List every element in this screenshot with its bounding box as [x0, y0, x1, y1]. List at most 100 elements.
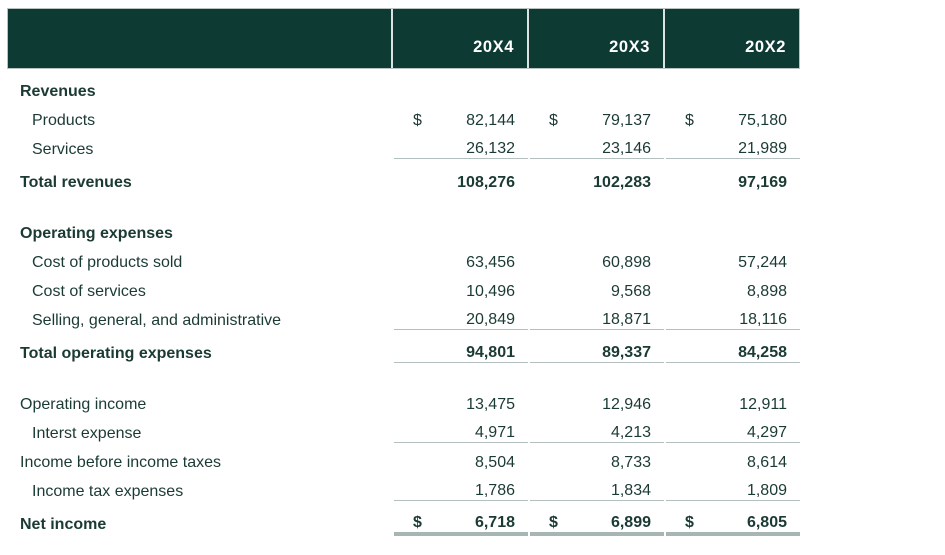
table-row: Selling, general, and administrative 20,8… — [7, 306, 800, 335]
row-spacer — [7, 197, 800, 219]
value-cell: 8,614 — [666, 454, 800, 472]
table-row: Revenues — [7, 77, 800, 106]
table-row: Income before income taxes 8,504 8,733 8,61… — [7, 448, 800, 477]
row-label: Products — [32, 111, 96, 129]
table-row: Total operating expenses 94,801 89,337 84,2… — [7, 339, 800, 368]
value: 6,718 — [474, 513, 515, 531]
dollar-sign: $ — [549, 111, 558, 129]
row-label: Cost of products sold — [32, 253, 183, 271]
row-label: Income before income taxes — [20, 453, 221, 471]
value: 89,337 — [602, 344, 651, 361]
value: 9,568 — [610, 282, 651, 300]
value-cell: 97,169 — [666, 174, 800, 192]
dollar-sign: $ — [685, 513, 694, 531]
value-cell: 23,146 — [530, 140, 664, 159]
value: 26,132 — [466, 140, 515, 157]
header-cell-20x2: 20X2 — [663, 9, 799, 68]
table-header-row: 20X4 20X3 20X2 — [7, 8, 800, 69]
value-cell: 18,116 — [666, 311, 800, 330]
value-cell: 94,801 — [394, 344, 528, 363]
value: 1,809 — [746, 482, 787, 499]
value-cell: 13,475 — [394, 396, 528, 414]
value: 12,946 — [602, 395, 651, 413]
value-cell: $75,180 — [666, 112, 800, 130]
row-label: Operating expenses — [20, 224, 173, 242]
value: 1,786 — [474, 482, 515, 499]
value: 94,801 — [466, 344, 515, 361]
header-cell-20x4: 20X4 — [391, 9, 527, 68]
statement-body: Revenues Products $82,144 $79,137 $75,180 Ser… — [7, 77, 800, 539]
income-statement-table: 20X4 20X3 20X2 Revenues Products $82,144 $7… — [7, 8, 800, 539]
value: 6,805 — [746, 513, 787, 531]
value: 20,849 — [466, 311, 515, 328]
row-spacer — [7, 368, 800, 390]
value-cell: 18,871 — [530, 311, 664, 330]
value-cell: 1,809 — [666, 482, 800, 501]
dollar-sign: $ — [413, 513, 422, 531]
value-cell: 4,213 — [530, 424, 664, 443]
value: 102,283 — [593, 173, 651, 191]
dollar-sign: $ — [685, 111, 694, 129]
value-cell: 60,898 — [530, 254, 664, 272]
value: 8,504 — [474, 453, 515, 471]
value: 4,971 — [474, 424, 515, 441]
table-row: Operating income 13,475 12,946 12,911 — [7, 390, 800, 419]
value: 63,456 — [466, 253, 515, 271]
value-cell: $79,137 — [530, 112, 664, 130]
row-label: Services — [32, 140, 94, 158]
table-row: Total revenues 108,276 102,283 97,169 — [7, 168, 800, 197]
value-cell: 108,276 — [394, 174, 528, 192]
value-cell: 8,733 — [530, 454, 664, 472]
value: 13,475 — [466, 395, 515, 413]
header-cell-20x3: 20X3 — [527, 9, 663, 68]
table-row: Cost of services 10,496 9,568 8,898 — [7, 277, 800, 306]
value: 8,898 — [746, 282, 787, 300]
table-row: Net income $6,718 $6,899 $6,805 — [7, 510, 800, 539]
row-label: Net income — [20, 515, 107, 533]
value: 8,733 — [610, 453, 651, 471]
value-cell: 8,898 — [666, 283, 800, 301]
dollar-sign: $ — [549, 513, 558, 531]
value-cell: 4,971 — [394, 424, 528, 443]
value-cell: 10,496 — [394, 283, 528, 301]
value-cell: 20,849 — [394, 311, 528, 330]
table-row: Interst expense 4,971 4,213 4,297 — [7, 419, 800, 448]
value-cell: $6,805 — [666, 514, 800, 536]
value: 12,911 — [739, 395, 787, 413]
value-cell: 84,258 — [666, 344, 800, 363]
value: 8,614 — [746, 453, 787, 471]
value: 84,258 — [738, 344, 787, 361]
dollar-sign: $ — [413, 111, 422, 129]
value: 108,276 — [457, 173, 515, 191]
value-cell: $6,718 — [394, 514, 528, 536]
value-cell: 4,297 — [666, 424, 800, 443]
row-label: Income tax expenses — [32, 482, 184, 500]
value: 18,871 — [602, 311, 651, 328]
value-cell: 63,456 — [394, 254, 528, 272]
value-cell: 21,989 — [666, 140, 800, 159]
value: 4,213 — [610, 424, 651, 441]
table-row: Cost of products sold 63,456 60,898 57,244 — [7, 248, 800, 277]
value-cell: 89,337 — [530, 344, 664, 363]
row-label: Revenues — [20, 82, 96, 100]
table-row: Operating expenses — [7, 219, 800, 248]
table-row: Services 26,132 23,146 21,989 — [7, 135, 800, 164]
value-cell: 8,504 — [394, 454, 528, 472]
row-label: Operating income — [20, 395, 147, 413]
value-cell: 102,283 — [530, 174, 664, 192]
value: 18,116 — [739, 311, 787, 328]
value: 75,180 — [738, 111, 787, 129]
value-cell: 26,132 — [394, 140, 528, 159]
value-cell: 9,568 — [530, 283, 664, 301]
table-row: Income tax expenses 1,786 1,834 1,809 — [7, 477, 800, 506]
row-label: Cost of services — [32, 282, 146, 300]
value: 79,137 — [602, 111, 651, 129]
value-cell: 12,911 — [666, 396, 800, 414]
value-cell: 12,946 — [530, 396, 664, 414]
value-cell: $6,899 — [530, 514, 664, 536]
value: 23,146 — [602, 140, 651, 157]
header-cell-blank — [8, 9, 391, 68]
value: 4,297 — [746, 424, 787, 441]
value: 1,834 — [610, 482, 651, 499]
row-label: Interst expense — [32, 424, 142, 442]
